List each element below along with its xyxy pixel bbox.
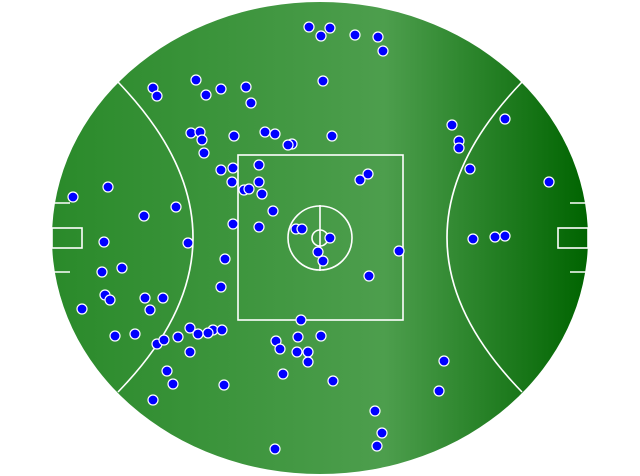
point <box>362 168 374 180</box>
point <box>363 270 375 282</box>
point <box>256 188 268 200</box>
field-lines <box>51 81 589 393</box>
point <box>269 128 281 140</box>
point <box>200 89 212 101</box>
points <box>67 21 555 455</box>
point <box>215 83 227 95</box>
point <box>295 314 307 326</box>
point <box>324 232 336 244</box>
point <box>464 163 476 175</box>
point <box>499 230 511 242</box>
point <box>438 355 450 367</box>
point <box>216 324 228 336</box>
point <box>282 139 294 151</box>
point <box>372 31 384 43</box>
point <box>317 75 329 87</box>
point <box>226 176 238 188</box>
point <box>215 164 227 176</box>
point <box>317 255 329 267</box>
point <box>296 223 308 235</box>
point <box>109 330 121 342</box>
point <box>349 29 361 41</box>
point <box>190 74 202 86</box>
point <box>227 218 239 230</box>
point <box>182 237 194 249</box>
point <box>184 346 196 358</box>
point <box>198 147 210 159</box>
point <box>446 119 458 131</box>
point <box>144 304 156 316</box>
point <box>302 356 314 368</box>
point <box>292 331 304 343</box>
point <box>102 181 114 193</box>
point <box>371 440 383 452</box>
point <box>393 245 405 257</box>
point <box>277 368 289 380</box>
point <box>324 22 336 34</box>
point <box>253 159 265 171</box>
point <box>369 405 381 417</box>
point <box>215 281 227 293</box>
point <box>192 328 204 340</box>
point <box>269 443 281 455</box>
point <box>315 30 327 42</box>
left-arc <box>117 81 194 393</box>
point <box>96 266 108 278</box>
point <box>76 303 88 315</box>
point <box>158 334 170 346</box>
point <box>219 253 231 265</box>
point <box>227 162 239 174</box>
point <box>218 379 230 391</box>
point <box>98 236 110 248</box>
point <box>267 205 279 217</box>
point <box>377 45 389 57</box>
point <box>167 378 179 390</box>
point <box>184 322 196 334</box>
point <box>327 375 339 387</box>
point <box>67 191 79 203</box>
point <box>243 183 255 195</box>
point <box>489 231 501 243</box>
point <box>354 174 366 186</box>
point <box>303 21 315 33</box>
point <box>274 343 286 355</box>
point <box>259 126 271 138</box>
point <box>170 201 182 213</box>
point <box>129 328 141 340</box>
point <box>453 142 465 154</box>
point <box>104 294 116 306</box>
point <box>157 292 169 304</box>
point <box>291 346 303 358</box>
point <box>228 130 240 142</box>
point <box>196 134 208 146</box>
point <box>315 330 327 342</box>
point <box>116 262 128 274</box>
right-arc <box>446 81 523 393</box>
point <box>253 176 265 188</box>
point <box>151 90 163 102</box>
point <box>312 246 324 258</box>
point <box>139 292 151 304</box>
point <box>499 113 511 125</box>
point <box>543 176 555 188</box>
point <box>253 221 265 233</box>
point <box>302 346 314 358</box>
point <box>202 327 214 339</box>
right-goal-square <box>557 227 589 249</box>
left-goal-square <box>51 227 83 249</box>
point <box>172 331 184 343</box>
centre-square <box>237 154 404 321</box>
point <box>376 427 388 439</box>
point <box>467 233 479 245</box>
point <box>240 81 252 93</box>
point <box>147 394 159 406</box>
point <box>326 130 338 142</box>
point <box>161 365 173 377</box>
point <box>245 97 257 109</box>
point <box>433 385 445 397</box>
point <box>138 210 150 222</box>
